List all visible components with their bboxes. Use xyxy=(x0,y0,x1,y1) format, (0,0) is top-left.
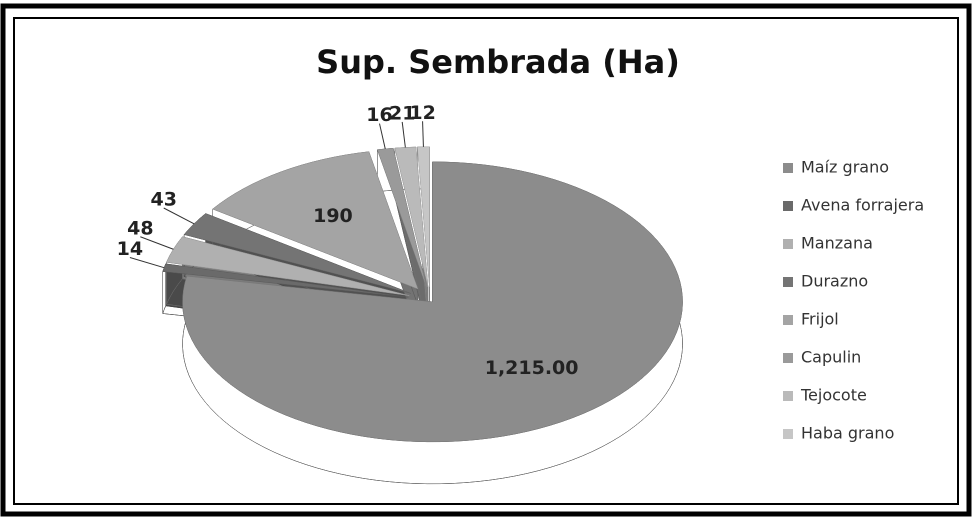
data-label: 1,215.00 xyxy=(485,357,579,379)
leader-line xyxy=(422,121,424,147)
slice xyxy=(162,263,409,298)
slice xyxy=(417,146,430,287)
chart-title: Sup. Sembrada (Ha) xyxy=(316,43,680,81)
legend-label: Tejocote xyxy=(800,386,867,405)
frame xyxy=(0,3,972,517)
slice xyxy=(212,151,419,290)
data-label: 190 xyxy=(313,205,353,227)
legend-swatch xyxy=(783,239,793,249)
data-label: 21 xyxy=(389,102,415,124)
data-label: 16 xyxy=(366,104,392,126)
legend-label: Manzana xyxy=(801,234,873,253)
legend-swatch xyxy=(783,163,793,173)
legend-label: Avena forrajera xyxy=(801,196,924,215)
legend-label: Haba grano xyxy=(801,424,894,443)
legend-swatch xyxy=(783,277,793,287)
slice xyxy=(182,161,683,443)
leader-line xyxy=(129,257,165,269)
legend-swatch xyxy=(783,353,793,363)
data-label: 48 xyxy=(127,217,153,239)
legend-label: Capulin xyxy=(801,348,861,367)
legend-label: Maíz grano xyxy=(801,158,889,177)
slice xyxy=(394,146,429,287)
leader-line xyxy=(163,207,195,225)
legend-label: Durazno xyxy=(801,272,868,291)
leader-line xyxy=(140,236,174,250)
data-label: 12 xyxy=(409,102,435,124)
data-label: 14 xyxy=(117,238,143,260)
legend-swatch xyxy=(783,429,793,439)
legend-swatch xyxy=(783,391,793,401)
inner-frame xyxy=(13,17,959,505)
data-label: 43 xyxy=(150,189,176,211)
legend-label: Frijol xyxy=(801,310,839,329)
leader-line xyxy=(401,121,406,148)
leader-line xyxy=(379,123,386,149)
legend-swatch xyxy=(783,201,793,211)
legend-swatch xyxy=(783,315,793,325)
